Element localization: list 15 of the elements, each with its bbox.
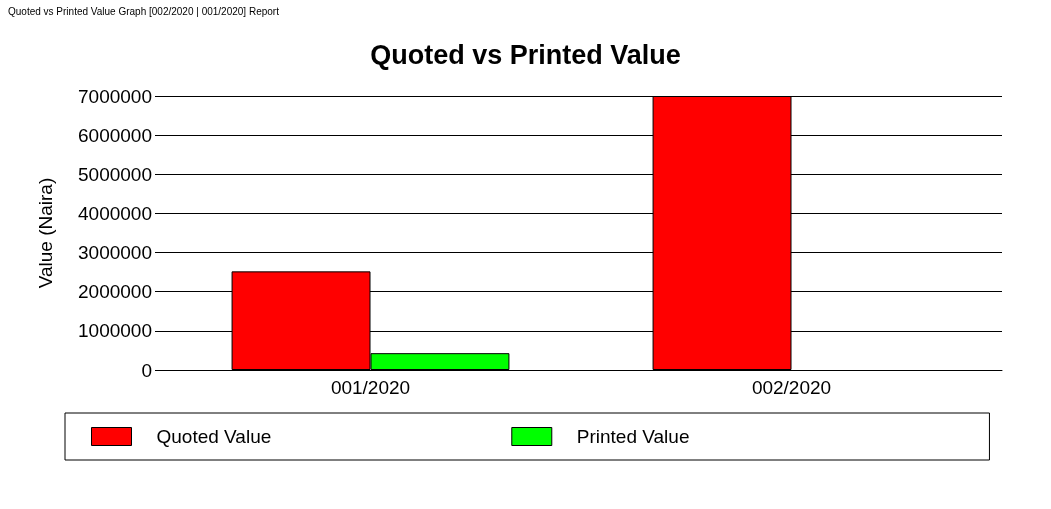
y-tick-label: 6000000 — [78, 124, 152, 146]
y-tick-label: 4000000 — [78, 202, 152, 224]
y-axis-title: Value (Naira) — [35, 177, 56, 289]
legend-label: Quoted Value — [156, 426, 272, 447]
chart-title: Quoted vs Printed Value — [370, 39, 681, 70]
y-tick-label: 1000000 — [78, 320, 152, 342]
text: Quoted vs Printed Value Graph [002/2020 | 001/2020] Report — [8, 5, 280, 17]
y-tick-label: 7000000 — [78, 85, 152, 107]
y-tick-label: 5000000 — [78, 163, 152, 185]
y-tick-label: 2000000 — [78, 281, 152, 303]
y-tick-label: 3000000 — [78, 242, 152, 264]
y-tick-label: 0 — [141, 359, 152, 381]
x-tick-label: 002/2020 — [751, 377, 832, 398]
legend-label: Printed Value — [576, 426, 690, 447]
x-tick-label: 001/2020 — [330, 377, 411, 398]
